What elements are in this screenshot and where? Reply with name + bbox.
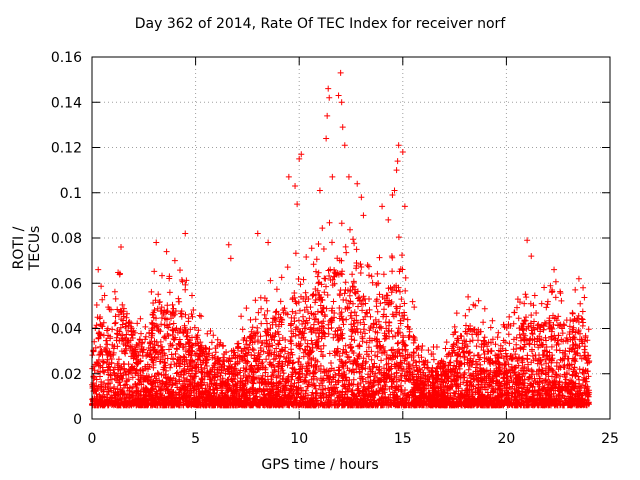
scatter-point — [335, 92, 342, 99]
scatter-point — [265, 239, 272, 246]
scatter-point — [324, 112, 331, 119]
scatter-point — [393, 167, 400, 174]
chart-title: Day 362 of 2014, Rate Of TEC Index for r… — [134, 16, 506, 32]
scatter-point — [341, 142, 348, 149]
y-tick-label: 0.14 — [51, 95, 82, 111]
scatter-point — [395, 142, 402, 149]
scatter-point — [580, 284, 587, 291]
scatter-point — [95, 266, 102, 273]
scatter-point — [225, 241, 232, 248]
scatter-point — [345, 173, 352, 180]
scatter-point — [338, 99, 345, 106]
scatter-point — [294, 201, 301, 208]
x-tick-label: 20 — [497, 431, 515, 447]
scatter-point — [182, 230, 189, 237]
scatter-point — [153, 239, 160, 246]
y-tick-label: 0.06 — [51, 276, 82, 292]
scatter-point — [354, 180, 361, 187]
x-tick-label: 15 — [394, 431, 412, 447]
x-tick-label: 25 — [601, 431, 619, 447]
y-tick-label: 0.08 — [51, 231, 82, 247]
scatter-point — [528, 253, 535, 260]
y-tick-label: 0.1 — [60, 186, 82, 202]
scatter-point — [296, 155, 303, 162]
y-tick-label: 0 — [73, 412, 82, 428]
scatter-point — [118, 244, 125, 251]
scatter-point — [171, 257, 178, 264]
scatter-point — [389, 192, 396, 199]
scatter-point — [163, 248, 170, 255]
scatter-point — [339, 124, 346, 131]
scatter-point — [358, 194, 365, 201]
y-tick-label: 0.12 — [51, 141, 82, 157]
x-tick-label: 5 — [191, 431, 200, 447]
x-tick-label: 10 — [290, 431, 308, 447]
x-tick-label: 0 — [88, 431, 97, 447]
scatter-point — [329, 173, 336, 180]
scatter-point — [575, 275, 582, 282]
scatter-point — [379, 203, 386, 210]
y-tick-label: 0.04 — [51, 322, 82, 338]
scatter-point — [401, 203, 408, 210]
scatter-point — [316, 187, 323, 194]
scatter-base-points — [89, 219, 593, 409]
y-tick-label: 0.16 — [51, 50, 82, 66]
scatter-point — [292, 182, 299, 189]
scatter-point — [337, 69, 344, 76]
y-axis-label: ROTI / TECUs — [11, 225, 43, 271]
scatter-point — [385, 216, 392, 223]
scatter-point — [285, 173, 292, 180]
x-axis-tick-labels: 0 5 10 15 20 25 — [88, 431, 619, 447]
scatter-point — [391, 187, 398, 194]
y-axis-tick-labels: 0 0.02 0.04 0.06 0.08 0.1 0.12 0.14 0.16 — [51, 50, 82, 428]
scatter-point — [254, 230, 261, 237]
scatter-point — [323, 135, 330, 142]
scatter-point — [551, 266, 558, 273]
scatter-point — [399, 149, 406, 156]
scatter-point — [227, 255, 234, 262]
scatter-point — [360, 212, 367, 219]
grid-lines — [92, 57, 610, 419]
x-axis-label: GPS time / hours — [261, 457, 379, 473]
scatter-point — [524, 237, 531, 244]
data-points — [89, 69, 593, 409]
scatter-point — [298, 151, 305, 158]
scatter-point — [325, 85, 332, 92]
axis-ticks — [91, 56, 611, 420]
scatter-point — [394, 158, 401, 165]
scatter-point — [326, 94, 333, 101]
y-tick-label: 0.02 — [51, 367, 82, 383]
